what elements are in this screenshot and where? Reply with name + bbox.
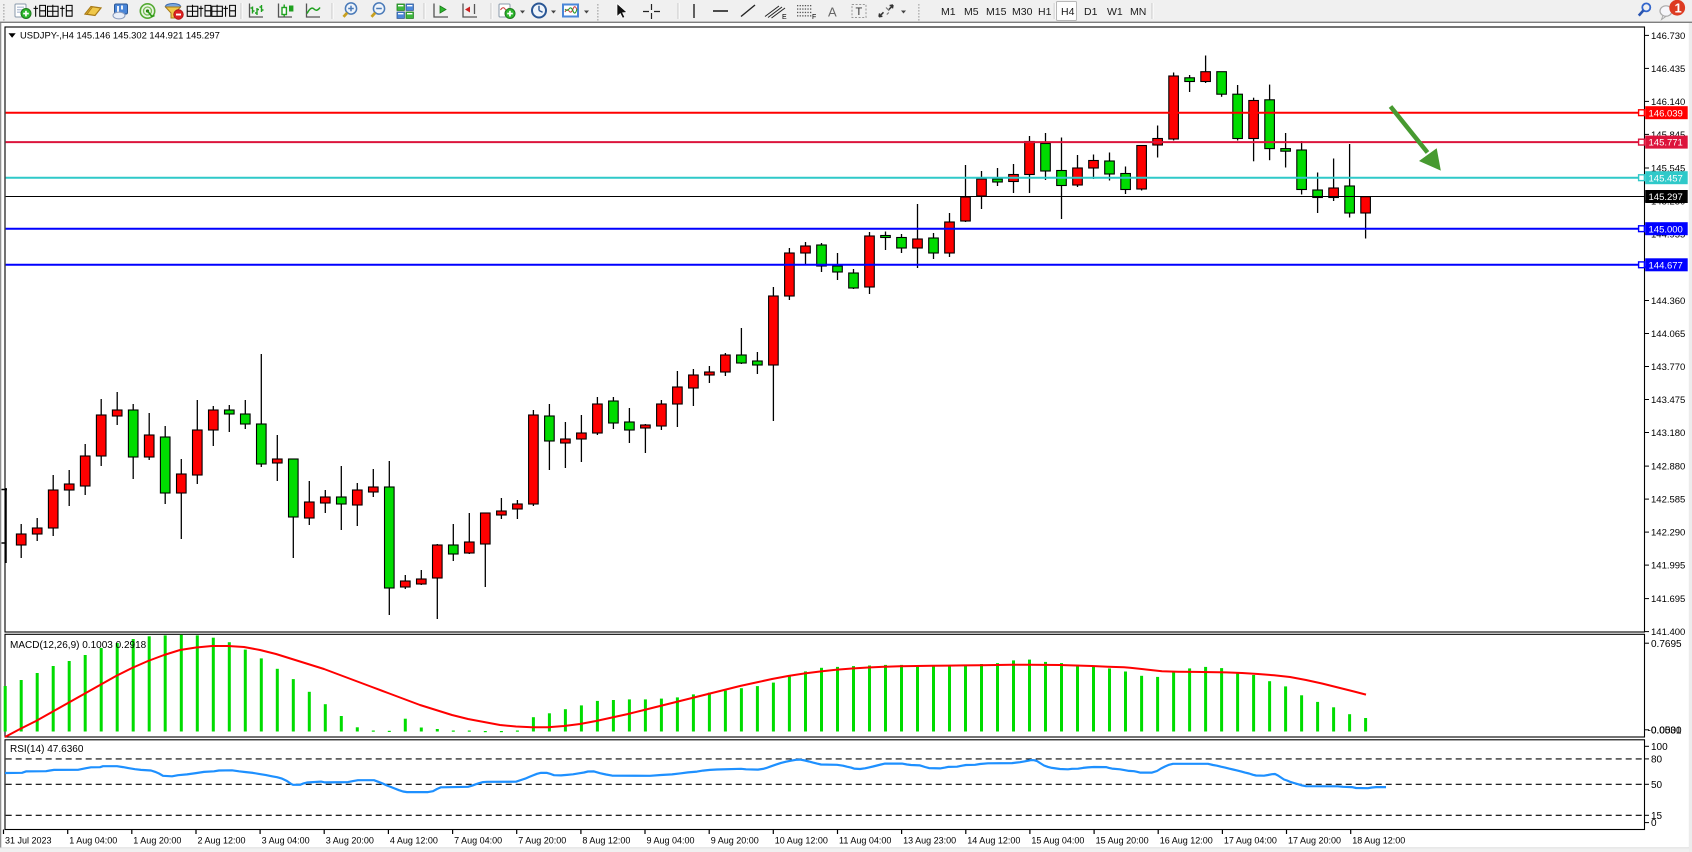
svg-text:9 Aug 20:00: 9 Aug 20:00: [711, 836, 759, 846]
svg-text:D1: D1: [1084, 6, 1098, 18]
svg-text:T: T: [856, 6, 863, 18]
svg-text:146.730: 146.730: [1651, 31, 1685, 42]
svg-text:A: A: [828, 5, 837, 20]
svg-text:H4: H4: [1061, 6, 1075, 18]
svg-text:-0.0531: -0.0531: [1648, 725, 1682, 736]
svg-text:0: 0: [1651, 818, 1657, 829]
svg-text:M15: M15: [986, 6, 1007, 18]
svg-text:17 Aug 20:00: 17 Aug 20:00: [1288, 836, 1341, 846]
svg-text:142.290: 142.290: [1651, 528, 1685, 539]
svg-text:14 Aug 12:00: 14 Aug 12:00: [967, 836, 1020, 846]
svg-text:100: 100: [1651, 742, 1668, 753]
svg-text:17 Aug 04:00: 17 Aug 04:00: [1224, 836, 1277, 846]
svg-text:E: E: [782, 14, 787, 21]
svg-text:13 Aug 23:00: 13 Aug 23:00: [903, 836, 956, 846]
svg-text:144.360: 144.360: [1651, 296, 1685, 307]
svg-text:141.695: 141.695: [1651, 594, 1685, 605]
svg-text:M5: M5: [964, 6, 979, 18]
svg-text:3 Aug 04:00: 3 Aug 04:00: [262, 836, 310, 846]
svg-text:16 Aug 12:00: 16 Aug 12:00: [1160, 836, 1213, 846]
svg-text:18 Aug 12:00: 18 Aug 12:00: [1352, 836, 1405, 846]
svg-text:1: 1: [1675, 0, 1682, 15]
svg-text:15: 15: [1651, 811, 1663, 822]
svg-text:145.457: 145.457: [1649, 173, 1683, 184]
svg-text:M1: M1: [941, 6, 956, 18]
svg-text:MACD(12,26,9) 0.1003 0.2918: MACD(12,26,9) 0.1003 0.2918: [10, 640, 147, 651]
svg-text:3 Aug 20:00: 3 Aug 20:00: [326, 836, 374, 846]
svg-text:RSI(14) 47.6360: RSI(14) 47.6360: [10, 744, 84, 755]
svg-text:0.7695: 0.7695: [1651, 639, 1682, 650]
svg-text:10 Aug 12:00: 10 Aug 12:00: [775, 836, 828, 846]
svg-text:145.771: 145.771: [1649, 138, 1683, 149]
svg-text:146.039: 146.039: [1649, 108, 1683, 119]
svg-text:7 Aug 04:00: 7 Aug 04:00: [454, 836, 502, 846]
svg-text:141.400: 141.400: [1651, 627, 1685, 638]
svg-text:143.180: 143.180: [1651, 428, 1685, 439]
svg-text:142.585: 142.585: [1651, 495, 1685, 506]
svg-text:144.677: 144.677: [1649, 260, 1683, 271]
svg-text:8 Aug 12:00: 8 Aug 12:00: [582, 836, 630, 846]
svg-text:2 Aug 12:00: 2 Aug 12:00: [198, 836, 246, 846]
svg-text:144.065: 144.065: [1651, 329, 1685, 340]
svg-text:W1: W1: [1107, 6, 1123, 18]
svg-text:M30: M30: [1012, 6, 1033, 18]
svg-text:146.435: 146.435: [1651, 64, 1685, 75]
svg-text:50: 50: [1651, 780, 1663, 791]
svg-text:146.140: 146.140: [1651, 97, 1685, 108]
svg-text:0.0000: 0.0000: [1651, 725, 1682, 736]
svg-text:H1: H1: [1038, 6, 1052, 18]
svg-text:9 Aug 04:00: 9 Aug 04:00: [647, 836, 695, 846]
svg-text:USDJPY-,H4 145.146 145.302 14: USDJPY-,H4 145.146 145.302 144.921 145.2…: [20, 30, 220, 41]
svg-text:142.880: 142.880: [1651, 462, 1685, 473]
svg-text:143.770: 143.770: [1651, 362, 1685, 373]
svg-text:145.845: 145.845: [1651, 130, 1685, 141]
svg-text:1 Aug 04:00: 1 Aug 04:00: [69, 836, 117, 846]
svg-text:141.995: 141.995: [1651, 561, 1685, 572]
svg-text:31 Jul 2023: 31 Jul 2023: [5, 836, 52, 846]
svg-text:7 Aug 20:00: 7 Aug 20:00: [518, 836, 566, 846]
svg-text:4 Aug 12:00: 4 Aug 12:00: [390, 836, 438, 846]
svg-text:145.545: 145.545: [1651, 164, 1685, 175]
svg-text:11 Aug 04:00: 11 Aug 04:00: [839, 836, 891, 846]
svg-text:1 Aug 20:00: 1 Aug 20:00: [133, 836, 181, 846]
svg-text:F: F: [812, 14, 816, 21]
svg-text:145.297: 145.297: [1649, 192, 1683, 203]
svg-text:15 Aug 04:00: 15 Aug 04:00: [1031, 836, 1084, 846]
svg-text:143.475: 143.475: [1651, 395, 1685, 406]
svg-text:80: 80: [1651, 755, 1663, 766]
svg-text:15 Aug 20:00: 15 Aug 20:00: [1096, 836, 1149, 846]
svg-text:MN: MN: [1130, 6, 1146, 18]
svg-text:145.000: 145.000: [1649, 224, 1683, 235]
